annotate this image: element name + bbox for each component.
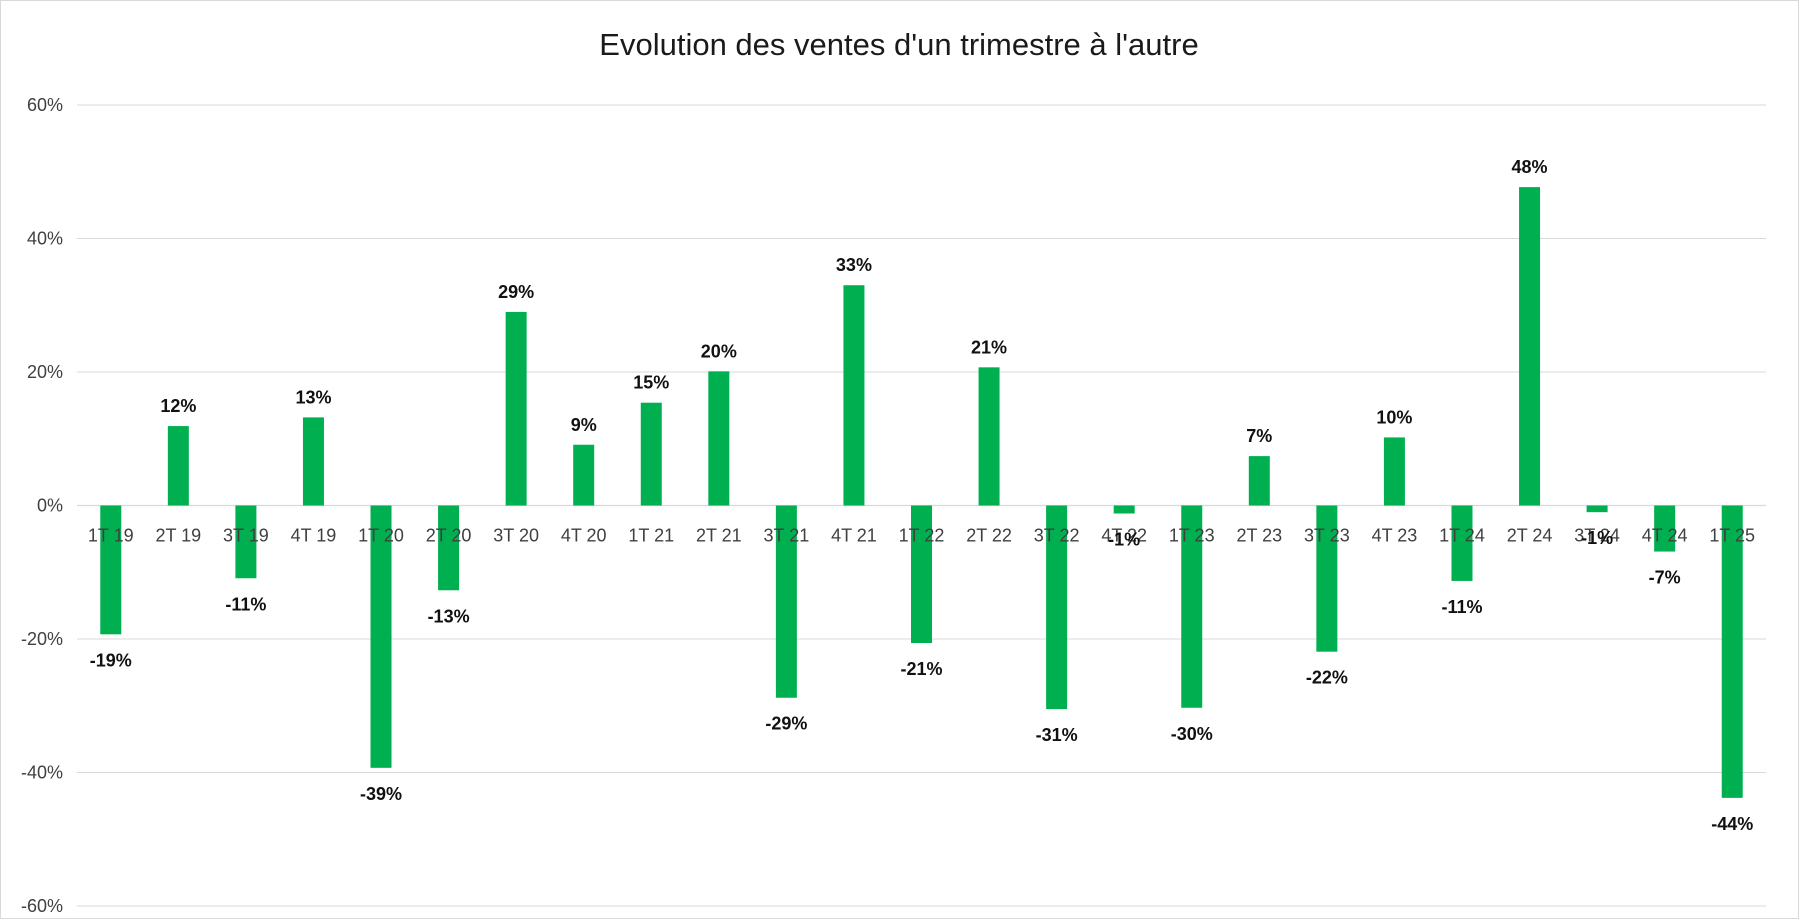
data-label: 20% (701, 341, 737, 361)
y-tick-label: -40% (21, 763, 63, 783)
data-label: 9% (571, 415, 597, 435)
data-label: -1% (1581, 528, 1613, 548)
bar (978, 367, 1000, 506)
bar (1654, 505, 1676, 552)
x-tick-label: 1T 24 (1439, 526, 1485, 546)
bar (708, 371, 730, 506)
bar (1383, 437, 1405, 506)
data-label: 48% (1512, 157, 1548, 177)
data-labels: -19% 12% -11% 13% -39% -13% 29% 9% 15% 20% -29% 33%… (90, 157, 1753, 834)
data-label: -31% (1036, 725, 1078, 745)
data-label: -1% (1108, 530, 1140, 550)
data-label: -29% (765, 714, 807, 734)
x-tick-label: 2T 23 (1236, 526, 1282, 546)
data-label: 15% (633, 373, 669, 393)
x-tick-label: 3T 23 (1304, 526, 1350, 546)
x-tick-label: 1T 19 (88, 526, 134, 546)
x-tick-label: 4T 21 (831, 526, 877, 546)
bar (370, 505, 392, 768)
x-axis: 1T 19 2T 19 3T 19 4T 19 1T 20 2T 20 3T 20 4T 20… (88, 526, 1755, 546)
data-label: -13% (428, 606, 470, 626)
bar (1113, 505, 1135, 514)
data-label: -30% (1171, 724, 1213, 744)
bar (438, 505, 460, 591)
x-tick-label: 3T 22 (1034, 526, 1080, 546)
x-tick-label: 1T 22 (899, 526, 945, 546)
bar (1316, 505, 1338, 652)
bar (235, 505, 257, 579)
data-label: -39% (360, 784, 402, 804)
bar (573, 444, 595, 506)
data-label: -22% (1306, 668, 1348, 688)
bar (640, 402, 662, 506)
y-tick-label: 0% (37, 496, 63, 516)
data-label: 13% (295, 387, 331, 407)
x-tick-label: 1T 20 (358, 526, 404, 546)
x-tick-label: 2T 22 (966, 526, 1012, 546)
bar (505, 311, 527, 506)
x-tick-label: 4T 24 (1642, 526, 1688, 546)
x-tick-label: 2T 24 (1507, 526, 1553, 546)
y-tick-label: 20% (27, 362, 63, 382)
x-tick-label: 3T 20 (493, 526, 539, 546)
bar (1046, 505, 1068, 710)
x-tick-label: 4T 22 (1101, 526, 1147, 546)
x-tick-label: 2T 20 (426, 526, 472, 546)
bar (1181, 505, 1203, 708)
y-axis: 60% 40% 20% 0% -20% -40% -60% (21, 95, 63, 916)
bar (100, 505, 122, 635)
data-label: 12% (160, 396, 196, 416)
bar (302, 417, 324, 506)
y-tick-label: 60% (27, 95, 63, 115)
bar (1248, 456, 1270, 506)
bar (843, 285, 865, 506)
data-label: -11% (225, 594, 266, 614)
data-label: 29% (498, 282, 534, 302)
data-label: 33% (836, 255, 872, 275)
data-label: -21% (900, 659, 942, 679)
x-tick-label: 3T 24 (1574, 526, 1620, 546)
bar (775, 505, 797, 698)
data-label: -44% (1711, 814, 1753, 834)
y-tick-label: -60% (21, 896, 63, 916)
bar (167, 426, 189, 506)
bar (1586, 505, 1608, 513)
x-tick-label: 1T 21 (628, 526, 674, 546)
y-tick-label: 40% (27, 229, 63, 249)
data-label: 10% (1376, 407, 1412, 427)
data-label: -7% (1649, 568, 1681, 588)
x-tick-label: 4T 19 (291, 526, 337, 546)
y-tick-label: -20% (21, 629, 63, 649)
x-tick-label: 3T 21 (764, 526, 810, 546)
data-label: 7% (1246, 426, 1272, 446)
x-tick-label: 2T 21 (696, 526, 742, 546)
data-label: -19% (90, 650, 132, 670)
x-tick-label: 4T 23 (1372, 526, 1418, 546)
data-label: 21% (971, 337, 1007, 357)
x-tick-label: 2T 19 (155, 526, 201, 546)
data-label: -11% (1441, 597, 1482, 617)
bars (100, 187, 1743, 798)
bar (1451, 505, 1473, 581)
bar (1519, 187, 1541, 506)
x-tick-label: 3T 19 (223, 526, 269, 546)
x-tick-label: 1T 23 (1169, 526, 1215, 546)
chart-title: Evolution des ventes d'un trimestre à l'… (599, 27, 1198, 62)
x-tick-label: 1T 25 (1709, 526, 1755, 546)
bar (911, 505, 932, 644)
x-tick-label: 4T 20 (561, 526, 607, 546)
bar (1721, 505, 1743, 798)
